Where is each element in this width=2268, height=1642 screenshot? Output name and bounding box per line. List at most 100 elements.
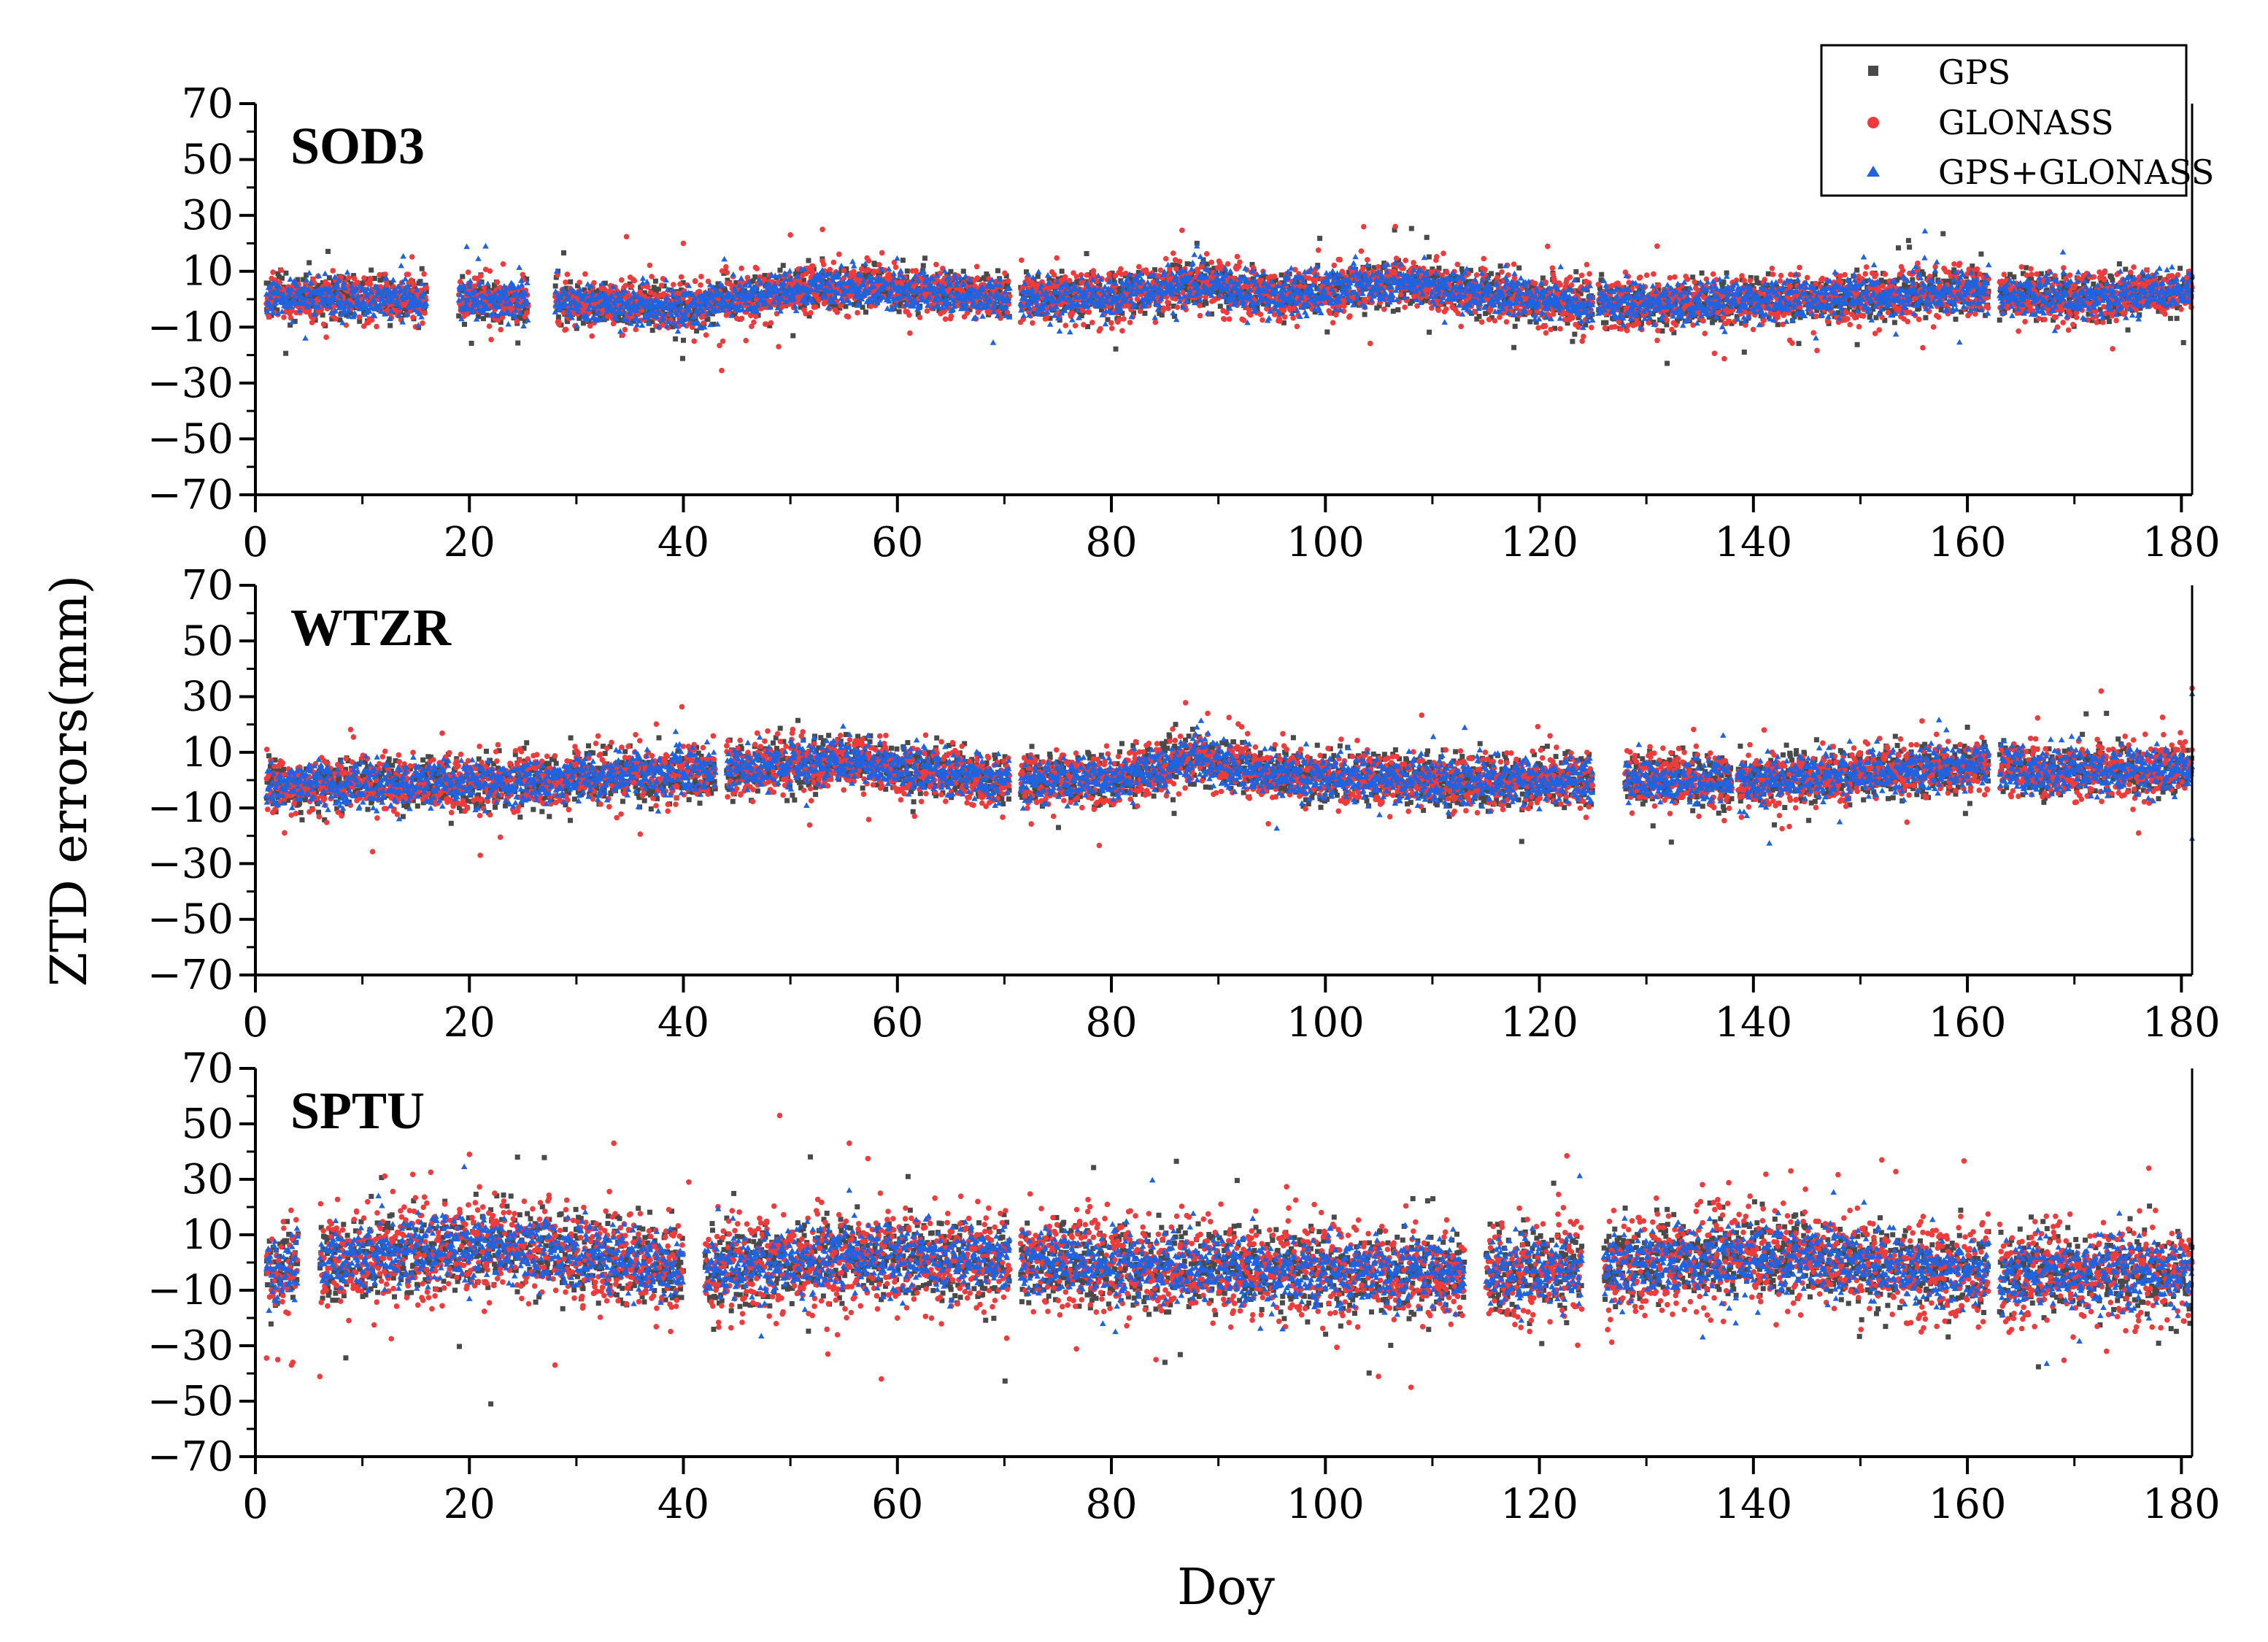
sod3-gps-point	[806, 258, 811, 263]
sod3-glonass-point	[1073, 323, 1079, 328]
sod3-glonass-point	[374, 324, 379, 330]
sod3-glonass-point	[487, 323, 493, 329]
sod3-glonass-point	[487, 269, 493, 274]
sod3-gps-point	[325, 249, 331, 254]
sod3-gps-point	[1754, 276, 1759, 281]
sod3-gps-point	[900, 258, 906, 263]
sod3-glonass-point	[520, 272, 526, 278]
sod3-glonass-point	[623, 283, 629, 289]
sod3-glonass-point	[589, 334, 595, 339]
sod3-glonass-point	[357, 315, 363, 320]
sod3-gps-point	[1203, 301, 1208, 306]
sod3-gps-point	[1854, 268, 1859, 273]
sod3-gps-point	[1513, 324, 1518, 329]
sod3-gps-point	[1279, 272, 1284, 277]
sod3-gps-point	[752, 274, 757, 280]
sod3-gps-point	[1907, 244, 1912, 250]
sod3-gps-point	[2178, 266, 2183, 271]
sod3-gps-point	[922, 255, 927, 261]
sod3-glonass-point	[368, 276, 374, 282]
sod3-gps-point	[1362, 312, 1368, 317]
sod3-gps-point	[650, 328, 655, 333]
sod3-glonass-point	[333, 316, 339, 322]
sod3-glonass-point	[879, 250, 885, 256]
sod3-glonass-point	[624, 234, 630, 240]
sod3-glonass-point	[501, 261, 506, 267]
sod3-gps-point	[469, 341, 474, 346]
sod3-gps-point	[2181, 340, 2186, 345]
sod3-glonass-point	[1006, 278, 1011, 284]
sod3-gps-point	[1511, 345, 1516, 350]
sod3-glonass-point	[671, 282, 676, 288]
sod3-glonass-point	[1108, 320, 1114, 326]
sod3-gps-point	[2117, 261, 2122, 266]
sod3-glonass-point	[409, 254, 415, 260]
sod3-gps-point	[897, 309, 902, 315]
sod3-glonass-point	[1063, 323, 1069, 328]
sod3-glonass-point	[776, 344, 782, 350]
sod3-gps-point	[781, 263, 786, 268]
sod3-glonass-point	[629, 284, 635, 290]
sod3-glonass-point	[701, 320, 706, 326]
sod3-gps-point	[515, 341, 520, 346]
sod3-gps-point	[1742, 350, 1747, 355]
sod3-glonass-point	[563, 280, 568, 285]
sod3-glonass-point	[893, 264, 899, 270]
sod3-glonass-point	[754, 266, 760, 271]
sod3-glonass-point	[719, 368, 725, 374]
sod3-glonass-point	[1153, 320, 1159, 325]
sod3-glonass-point	[821, 262, 827, 268]
sod3-glonass-point	[1144, 271, 1150, 277]
sod3-gps-point	[568, 280, 573, 285]
sod3-glonass-point	[1081, 322, 1087, 328]
scatter-points-layer	[263, 224, 2196, 1407]
sod3-gps-point	[1035, 274, 1041, 279]
sod3-glonass-point	[975, 275, 981, 281]
sod3-gps-point	[681, 338, 686, 343]
sod3-glonass-point	[361, 275, 367, 281]
sod3-glonass-point	[1118, 266, 1124, 272]
sod3-gps-point	[653, 279, 658, 284]
sod3-gps-point	[652, 285, 657, 290]
sod3-gps-point	[1477, 314, 1482, 319]
sod3-glonass-point	[723, 264, 729, 270]
sod3-gps-point	[2175, 316, 2180, 321]
sod3-gps-point	[1997, 317, 2002, 323]
sod3-glonass-point	[281, 315, 287, 320]
sod3-gps-point	[2123, 267, 2128, 272]
sod3-glonass-point	[1084, 272, 1089, 278]
sod3-gps-point	[1892, 320, 1897, 325]
sod3-gps-point	[1424, 235, 1430, 240]
sod3-glonass-point	[565, 271, 571, 277]
sod3-glonass-point	[1062, 274, 1068, 280]
sod3-glonass-point	[1135, 296, 1141, 302]
sod3-gps-point	[1114, 347, 1119, 352]
sod3-gps-point	[1603, 320, 1608, 325]
sod3-gps-point	[1923, 315, 1928, 320]
sod3-gps-point	[420, 266, 425, 271]
sod3-gps-point	[1700, 271, 1705, 276]
sod3-glonass-point	[677, 282, 683, 288]
sod3-glonass-point	[377, 272, 382, 278]
sod3-gps-point	[905, 269, 910, 274]
sod3-glonass-point	[633, 327, 639, 333]
sod3-gps-point	[1573, 269, 1578, 274]
sod3-gps-point	[863, 309, 868, 315]
ztd-error-chart: ZTD errors(mm) Doy 70503010−10−30−50−700…	[0, 0, 2268, 1642]
sod3-glonass-point	[582, 271, 588, 277]
sod3-gps-point	[2011, 274, 2016, 280]
sod3-glonass-point	[323, 334, 329, 340]
sod3-glonass-point	[816, 298, 822, 304]
sod3-glonass-point	[751, 320, 757, 325]
sod3-gps-point	[1395, 307, 1400, 312]
sod3-glonass-point	[1109, 325, 1115, 331]
sod3-glonass-point	[278, 267, 284, 273]
sod3-glonass-point	[974, 264, 980, 270]
sod3-glonass-point	[478, 273, 484, 279]
sod3-glonass-point	[1019, 258, 1025, 263]
sod3-gps-point	[306, 261, 312, 266]
sod3-gps-point	[1665, 361, 1670, 366]
sod3-gps-point	[961, 269, 966, 274]
sod3-glonass-point	[743, 338, 749, 344]
sod3-gps-point	[1978, 252, 1983, 257]
